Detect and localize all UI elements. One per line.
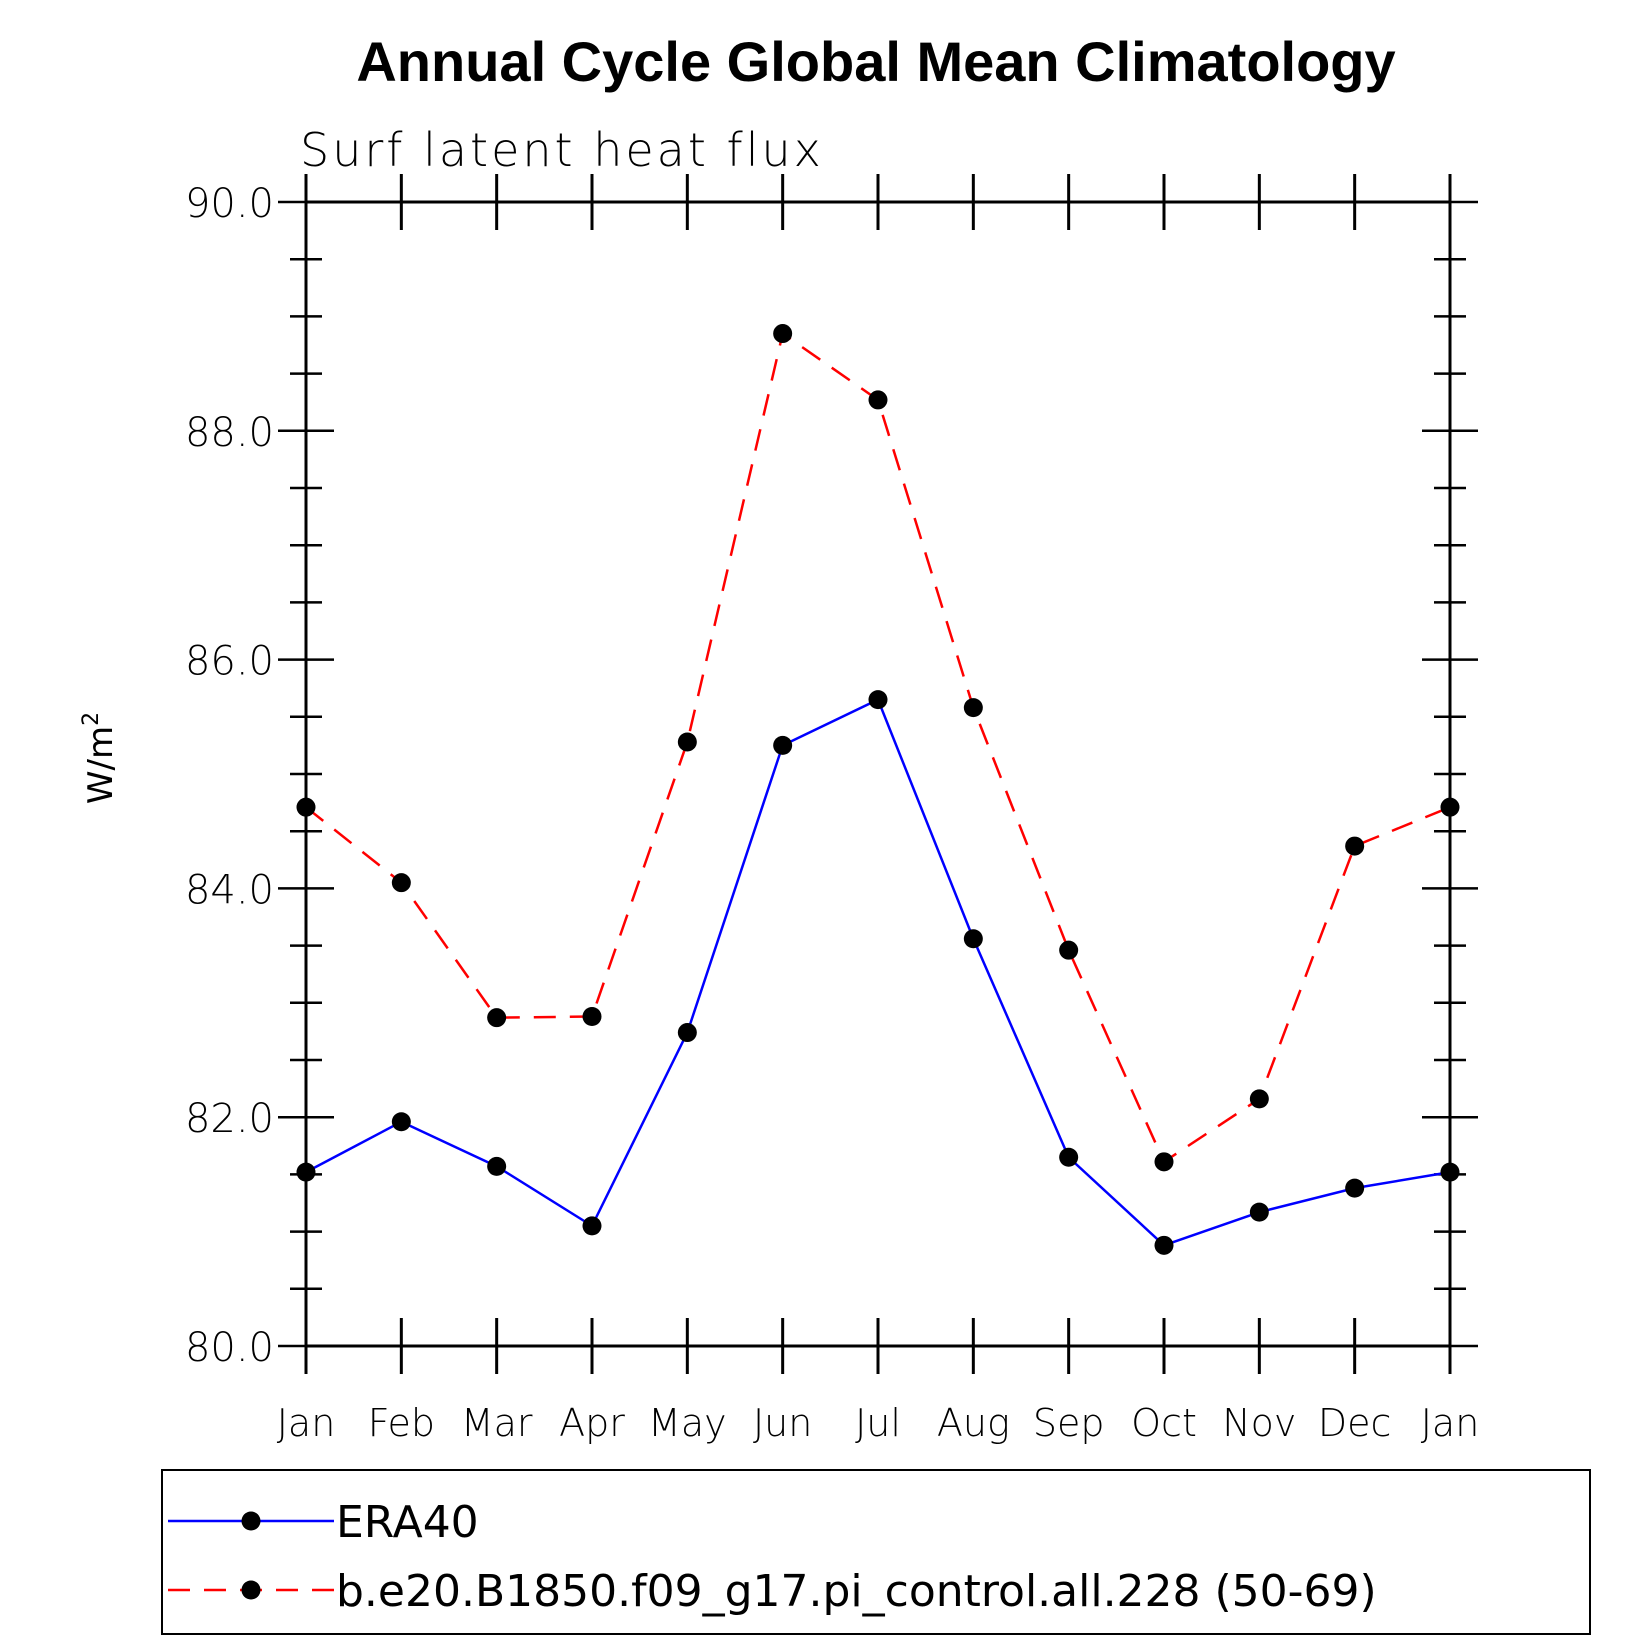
data-point [1440,797,1460,817]
x-tick-label: Apr [559,1401,625,1445]
x-tick-label: Jan [1421,1401,1480,1445]
data-point [963,929,983,949]
data-point [1440,1162,1460,1182]
legend-box [161,1469,1591,1635]
data-point [582,1007,602,1027]
svg-text:W/m2: W/m2 [79,712,121,804]
legend-marker [241,1511,261,1531]
x-tick-label: Aug [937,1401,1010,1445]
x-tick-label: Nov [1222,1401,1296,1445]
chart-subtitle: Surf latent heat flux [300,123,824,177]
x-tick-label: Mar [461,1401,533,1445]
data-point [773,324,793,344]
data-point [1059,940,1079,960]
data-point [677,1023,697,1043]
series-1 [296,324,1460,1172]
x-tick-label: Jul [855,1401,901,1445]
axes: Jan Feb Mar Apr May Jun Jul Aug Sep Oct Nov Dec Jan8… [185,174,1479,1445]
data-point [677,732,697,752]
data-point [582,1216,602,1236]
x-tick-label: Oct [1131,1401,1197,1445]
y-axis-label: W/m2 [79,712,121,804]
legend-item: b.e20.B1850.f09_g17.pi_control.all.228 (… [168,1566,1377,1617]
data-point [773,735,793,755]
y-tick-label: 86.0 [185,639,274,685]
data-point [1345,1178,1365,1198]
data-point [391,873,411,893]
series-line [305,697,1451,1247]
y-axis-label-text: W/m [81,726,121,804]
series-layer [296,324,1460,1255]
y-tick-label: 90.0 [185,181,274,227]
data-point [391,1112,411,1132]
data-point [1154,1152,1174,1172]
x-tick-label: Feb [368,1401,435,1445]
data-point [963,698,983,718]
x-tick-label: May [648,1401,727,1445]
data-point [296,797,316,817]
legend-label: ERA40 [336,1497,479,1548]
x-tick-label: Sep [1033,1401,1105,1445]
data-point [1249,1202,1269,1222]
y-tick-label: 84.0 [185,867,274,913]
y-tick-label: 88.0 [185,410,274,456]
legend-marker [241,1580,261,1600]
chart-title: Annual Cycle Global Mean Climatology [356,30,1395,93]
data-point [868,390,888,410]
data-point [1249,1089,1269,1109]
data-point [868,690,888,710]
y-tick-label: 80.0 [185,1325,274,1371]
y-tick-label: 82.0 [185,1096,274,1142]
legend-label: b.e20.B1850.f09_g17.pi_control.all.228 (… [336,1566,1377,1617]
plot-frame [304,200,1452,1348]
data-point [487,1008,507,1028]
data-point [1059,1147,1079,1167]
series-line [305,331,1451,1164]
x-tick-label: Jun [753,1401,812,1445]
data-point [1345,836,1365,856]
data-point [296,1162,316,1182]
data-point [487,1156,507,1176]
x-tick-label: Jan [277,1401,336,1445]
legend-item: ERA40 [168,1497,479,1548]
data-point [1154,1235,1174,1255]
x-tick-label: Dec [1318,1401,1392,1445]
y-axis-label-superscript: 2 [79,712,104,726]
legend: ERA40 b.e20.B1850.f09_g17.pi_control.all.… [161,1469,1591,1635]
series-0 [296,690,1460,1255]
